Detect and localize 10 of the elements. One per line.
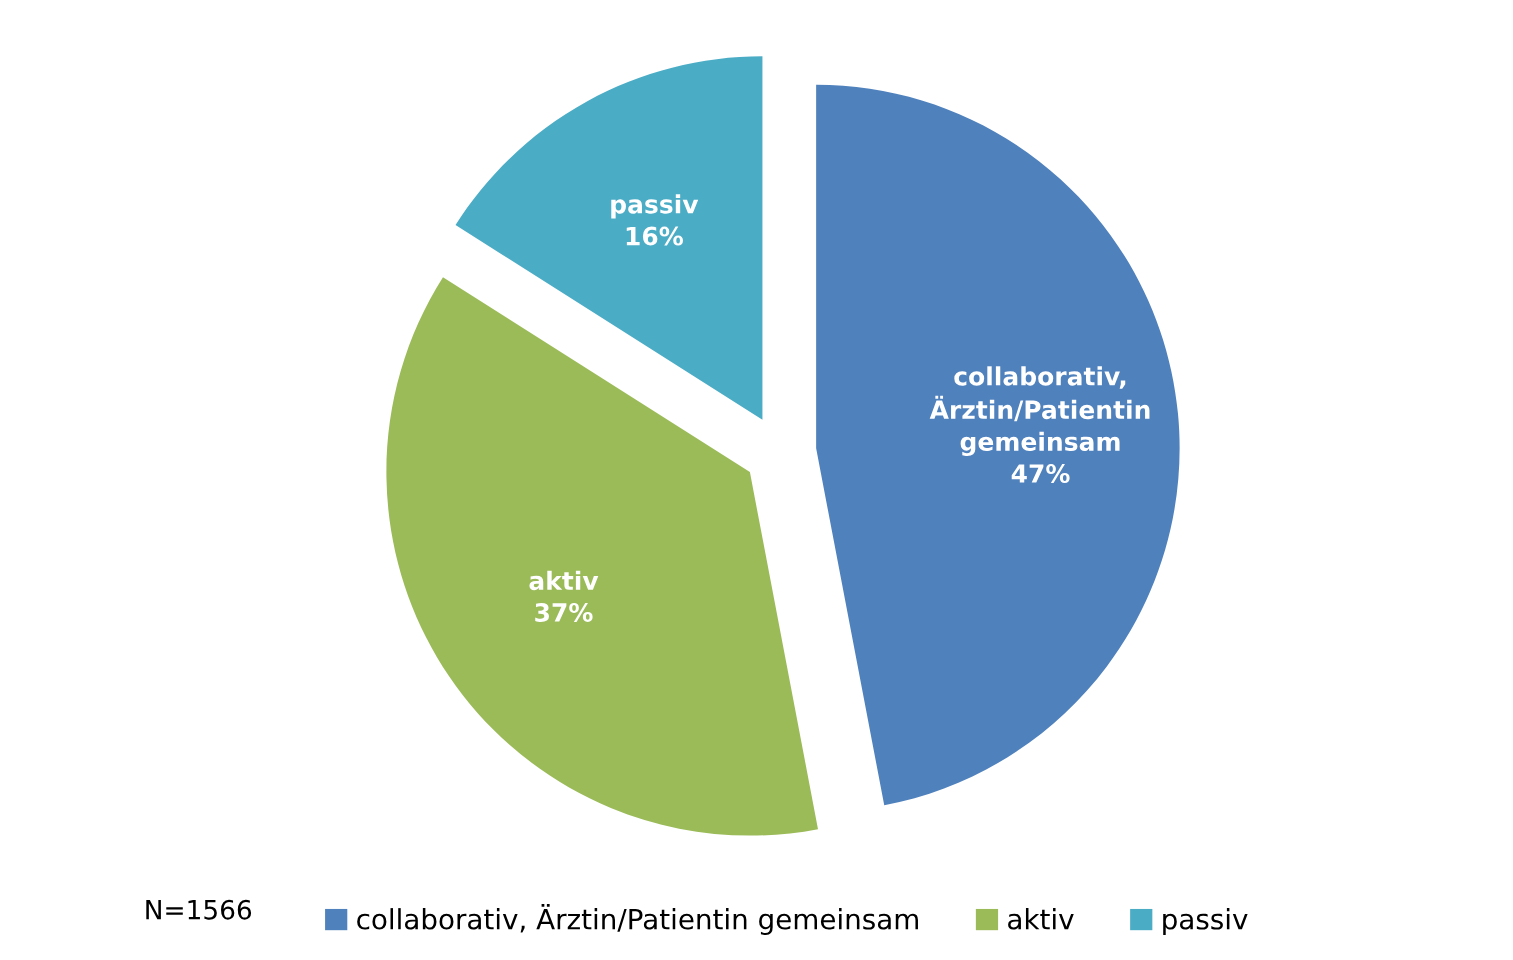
slice-label: passiv (611, 194, 699, 219)
legend-label: collaborativ, Ärztin/Patientin gemeinsam (357, 903, 918, 935)
data-label: 37% (535, 603, 593, 622)
data-label: 47% (1011, 464, 1070, 483)
slice-label: aktiv (529, 570, 599, 591)
slice-label: collaborativ, Ärztin/Patientin gemeinsam (929, 366, 1150, 457)
legend-label: aktiv (1008, 908, 1074, 930)
legend-label: passiv (1163, 908, 1248, 935)
data-label: 16% (626, 226, 683, 246)
text: N=1566 (146, 899, 252, 920)
